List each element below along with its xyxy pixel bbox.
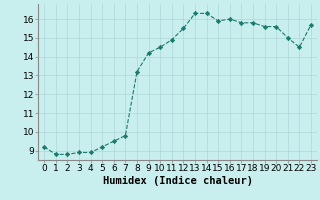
X-axis label: Humidex (Indice chaleur): Humidex (Indice chaleur): [103, 176, 252, 186]
